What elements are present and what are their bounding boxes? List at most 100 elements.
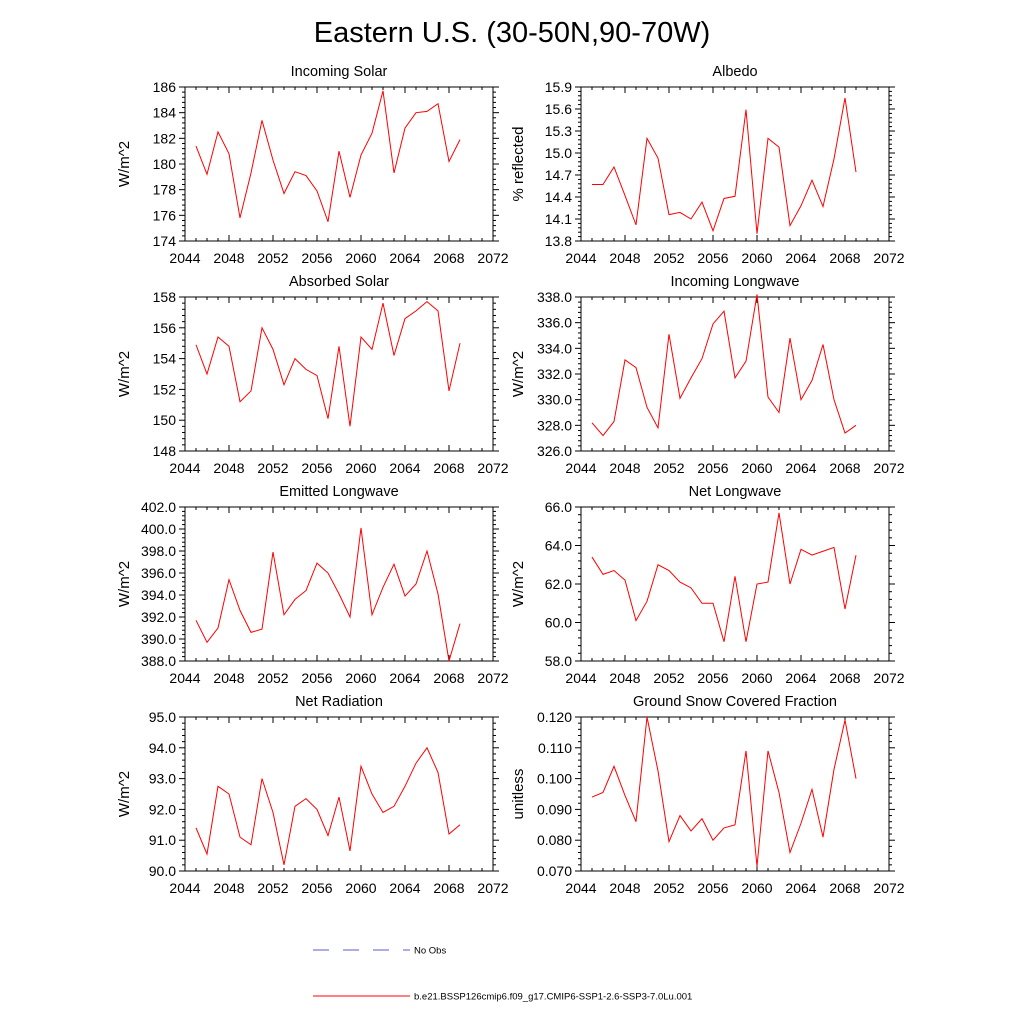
y-tick-label: 390.0: [141, 631, 176, 647]
y-tick-label: 402.0: [141, 499, 176, 515]
x-tick-label: 2072: [477, 250, 508, 266]
x-tick-label: 2052: [653, 670, 684, 686]
y-tick-label: 15.9: [545, 79, 572, 95]
panel-title: Incoming Longwave: [671, 274, 800, 290]
y-axis-label: % reflected: [510, 126, 527, 201]
y-tick-label: 15.3: [545, 123, 572, 139]
y-axis-label: unitless: [510, 769, 527, 820]
y-tick-label: 95.0: [149, 709, 176, 725]
x-tick-label: 2064: [785, 250, 816, 266]
x-tick-label: 2044: [565, 670, 596, 686]
panel-title: Ground Snow Covered Fraction: [633, 694, 837, 710]
y-tick-label: 388.0: [141, 653, 176, 669]
y-tick-label: 158: [153, 289, 177, 305]
x-tick-label: 2056: [301, 880, 332, 896]
y-axis-label: W/m^2: [116, 351, 133, 397]
panel-title: Albedo: [712, 64, 757, 80]
x-tick-label: 2048: [213, 250, 244, 266]
x-tick-label: 2060: [741, 460, 772, 476]
y-tick-label: 91.0: [149, 832, 176, 848]
y-tick-label: 332.0: [537, 366, 572, 382]
y-tick-label: 93.0: [149, 771, 176, 787]
figure-title: Eastern U.S. (30-50N,90-70W): [314, 17, 710, 49]
x-tick-label: 2052: [257, 460, 288, 476]
x-tick-label: 2056: [301, 250, 332, 266]
y-tick-label: 66.0: [545, 499, 572, 515]
y-tick-label: 0.110: [538, 740, 572, 756]
y-tick-label: 396.0: [141, 565, 176, 581]
y-tick-label: 326.0: [537, 443, 572, 459]
plot-frame: [580, 506, 890, 662]
y-tick-label: 62.0: [545, 576, 572, 592]
x-tick-label: 2060: [345, 670, 376, 686]
y-tick-label: 336.0: [537, 315, 572, 331]
y-tick-label: 0.080: [537, 832, 572, 848]
y-tick-label: 15.0: [545, 145, 572, 161]
x-tick-label: 2052: [257, 250, 288, 266]
x-tick-label: 2068: [433, 670, 464, 686]
y-axis-label: W/m^2: [116, 771, 133, 817]
x-tick-label: 2048: [213, 460, 244, 476]
y-tick-label: 398.0: [141, 543, 176, 559]
y-tick-label: 58.0: [545, 653, 572, 669]
y-tick-label: 13.8: [545, 233, 572, 249]
legend-obs-label: No Obs: [414, 946, 446, 957]
series-line: [195, 90, 461, 222]
y-tick-label: 394.0: [141, 587, 176, 603]
y-tick-label: 0.070: [537, 863, 572, 879]
x-tick-label: 2064: [785, 670, 816, 686]
series-line: [195, 527, 461, 662]
panels: 2044 2048 2052 2056 2060 2064 2068 2072 174 176 17…: [116, 64, 905, 896]
y-axis-label: W/m^2: [116, 141, 133, 187]
panel-incoming-solar: 2044 2048 2052 2056 2060 2064 2068 2072 174 176 17…: [116, 64, 509, 266]
plot-frame: [184, 506, 494, 662]
panel-ground-snow-covered-fraction: 2044 2048 2052 2056 2060 2064 2068 2072 0.070 0.0…: [510, 694, 905, 896]
y-tick-label: 184: [153, 105, 177, 121]
series-line: [591, 512, 857, 642]
y-axis-label: W/m^2: [510, 351, 527, 397]
panel-emitted-longwave: 2044 2048 2052 2056 2060 2064 2068 2072 388.0 390…: [116, 484, 509, 686]
x-tick-label: 2048: [213, 880, 244, 896]
y-tick-label: 174: [153, 233, 177, 249]
y-tick-label: 328.0: [537, 417, 572, 433]
x-tick-label: 2056: [697, 880, 728, 896]
x-tick-label: 2044: [565, 460, 596, 476]
x-tick-label: 2060: [741, 670, 772, 686]
series-line: [195, 746, 461, 865]
panel-title: Absorbed Solar: [289, 274, 389, 290]
x-tick-label: 2056: [697, 670, 728, 686]
x-tick-label: 2044: [169, 460, 200, 476]
series-line: [591, 716, 857, 867]
x-tick-label: 2068: [829, 880, 860, 896]
x-tick-label: 2052: [653, 880, 684, 896]
x-tick-label: 2060: [741, 250, 772, 266]
y-tick-label: 150: [153, 412, 177, 428]
x-tick-label: 2064: [389, 460, 420, 476]
x-tick-label: 2056: [301, 670, 332, 686]
y-tick-label: 94.0: [149, 740, 176, 756]
x-tick-label: 2068: [829, 670, 860, 686]
x-tick-label: 2048: [609, 460, 640, 476]
y-tick-label: 92.0: [149, 801, 176, 817]
x-tick-label: 2064: [389, 670, 420, 686]
x-tick-label: 2068: [433, 460, 464, 476]
y-tick-label: 0.120: [537, 709, 572, 725]
x-tick-label: 2068: [433, 880, 464, 896]
x-tick-label: 2048: [213, 670, 244, 686]
y-tick-label: 400.0: [141, 521, 176, 537]
legend: No Obs b.e21.BSSP126cmip6.f09_g17.CMIP6-…: [313, 946, 692, 1003]
y-tick-label: 156: [153, 320, 177, 336]
plot-frame: [184, 716, 494, 872]
x-tick-label: 2052: [653, 460, 684, 476]
y-tick-label: 176: [153, 207, 177, 223]
x-tick-label: 2068: [829, 250, 860, 266]
x-tick-label: 2052: [257, 670, 288, 686]
legend-model-label: b.e21.BSSP126cmip6.f09_g17.CMIP6-SSP1-2.…: [414, 992, 692, 1003]
y-tick-label: 178: [153, 182, 177, 198]
x-tick-label: 2056: [301, 460, 332, 476]
x-tick-label: 2060: [345, 880, 376, 896]
x-tick-label: 2056: [697, 250, 728, 266]
x-tick-label: 2072: [873, 670, 904, 686]
x-tick-label: 2056: [697, 460, 728, 476]
